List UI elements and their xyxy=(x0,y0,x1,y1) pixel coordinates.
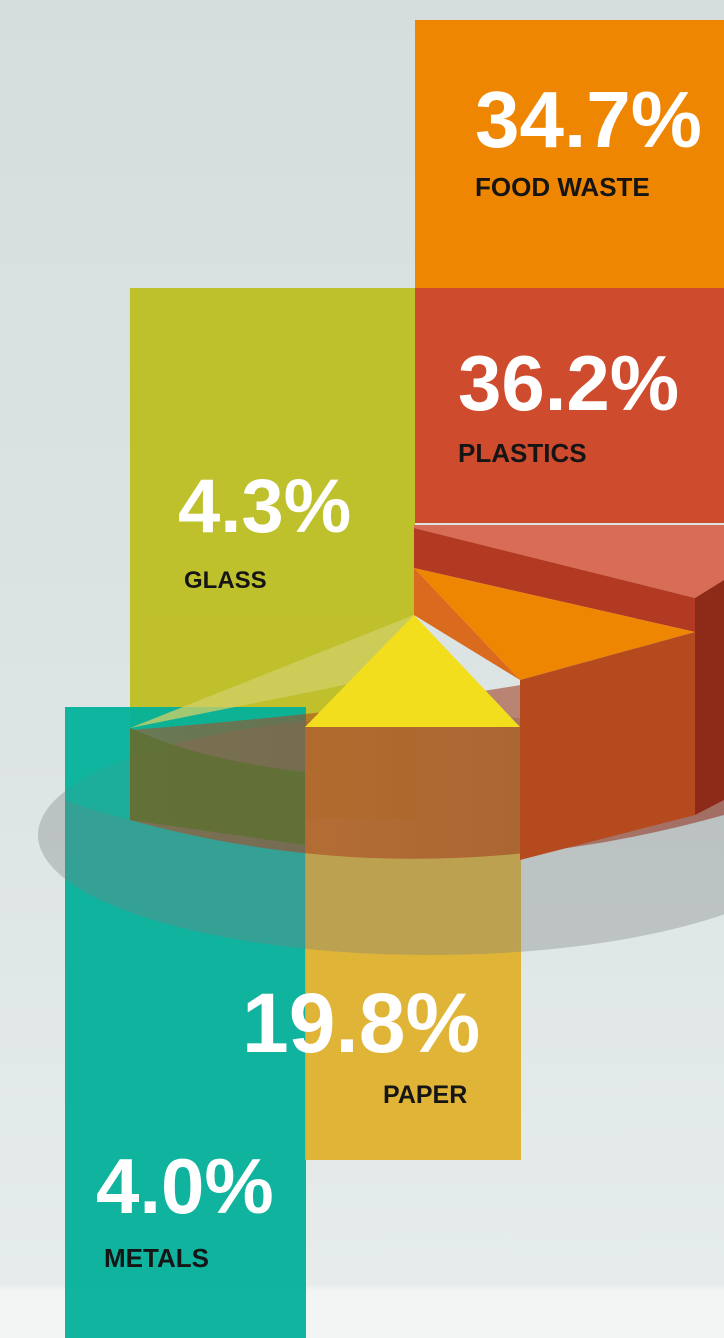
category-label-glass: GLASS xyxy=(184,567,267,594)
pie-slice-orange-side xyxy=(520,632,695,860)
pie-slice-yellow-top xyxy=(305,615,520,727)
value-label-metals: 4.0% xyxy=(96,1142,274,1230)
bar-labels: 34.7% FOOD WASTE 36.2% PLASTICS 4.3% GLASS 19.… xyxy=(96,75,702,1273)
pie-slice-red-top xyxy=(414,525,724,598)
pie-slice-orange-inner xyxy=(414,568,520,680)
pie-teal-side xyxy=(65,708,130,820)
value-label-plastics: 36.2% xyxy=(458,339,679,427)
category-label-paper: PAPER xyxy=(383,1081,467,1109)
bar-food-waste xyxy=(415,20,724,288)
category-label-plastics: PLASTICS xyxy=(458,438,587,468)
pie-slice-red-edge xyxy=(414,528,695,632)
category-label-metals: METALS xyxy=(104,1243,209,1273)
value-label-paper: 19.8% xyxy=(242,976,480,1070)
value-label-food-waste: 34.7% xyxy=(475,75,702,164)
value-label-glass: 4.3% xyxy=(178,464,351,549)
pie-glass-side xyxy=(130,728,305,845)
bar-plastics xyxy=(415,288,724,523)
pie-slice-red-side xyxy=(695,580,724,815)
pie-3d-graphic xyxy=(38,525,724,955)
pie-slice-orange-top xyxy=(414,568,695,680)
category-label-food-waste: FOOD WASTE xyxy=(475,172,650,202)
pie-slice-glass-top xyxy=(130,615,414,728)
